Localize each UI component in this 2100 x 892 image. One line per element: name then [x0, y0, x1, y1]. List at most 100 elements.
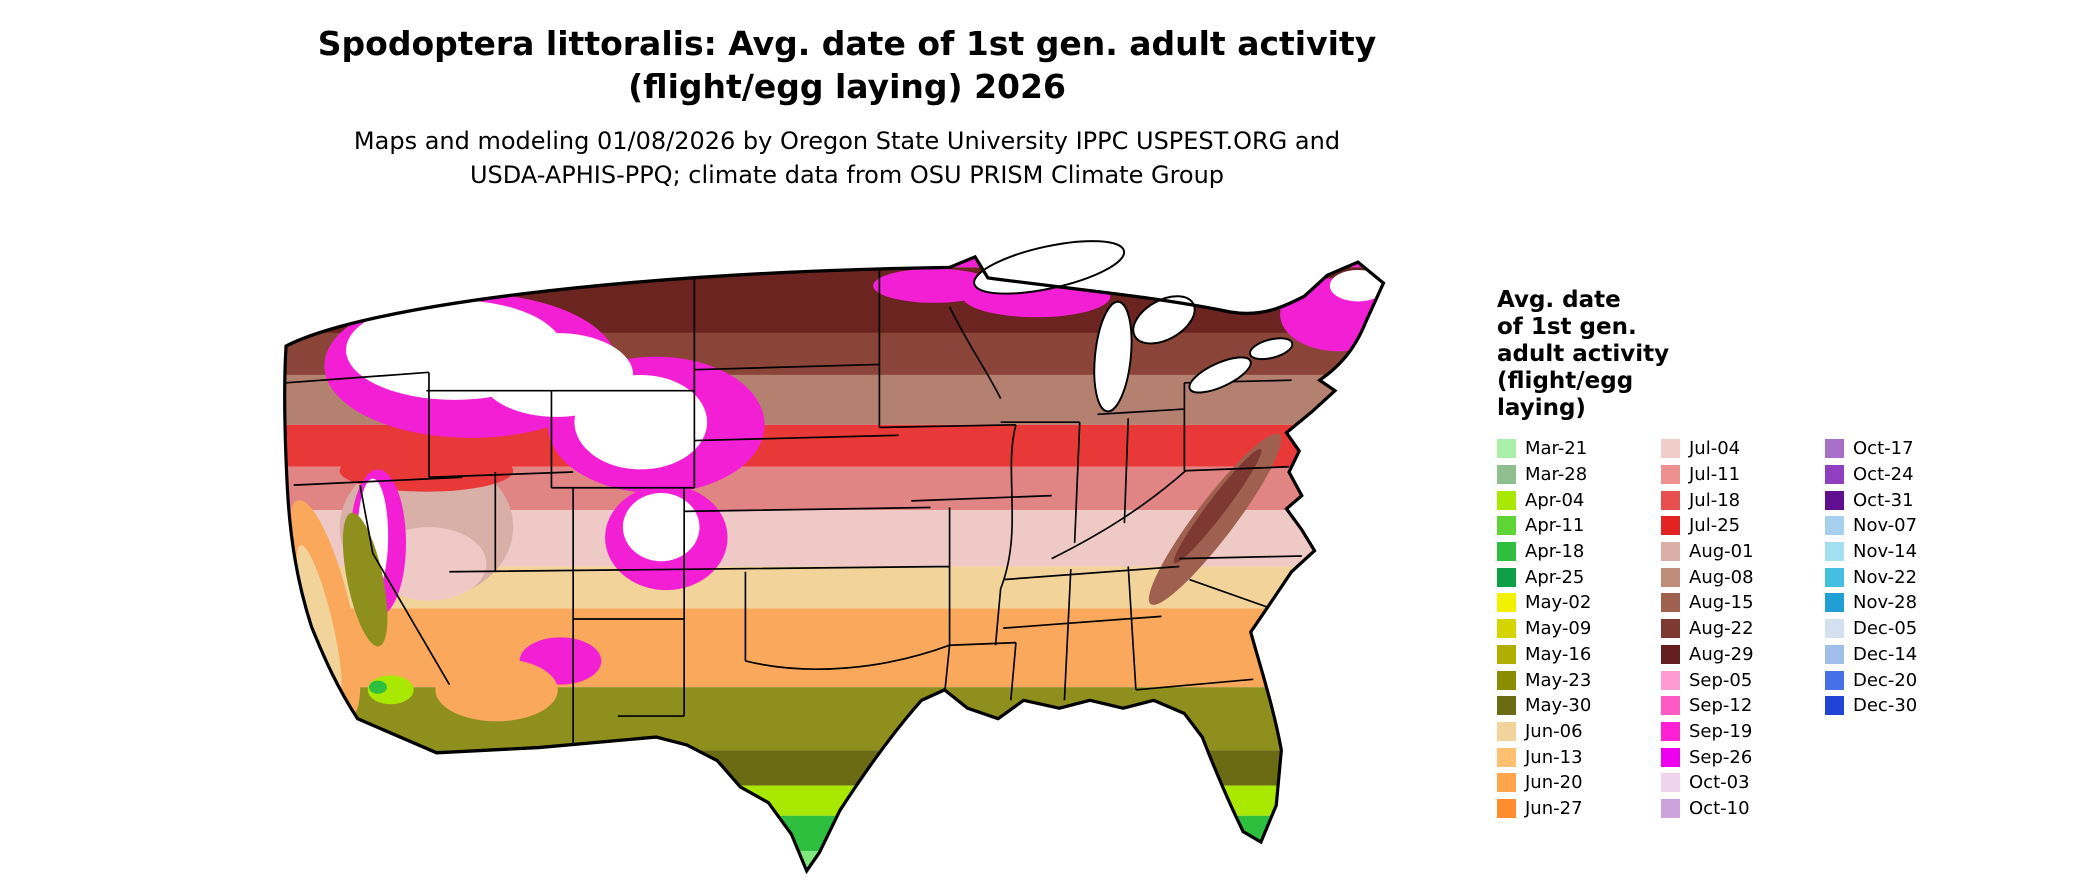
us-map	[235, 228, 1460, 884]
legend-item: Oct-10	[1661, 796, 1825, 822]
legend-item: Dec-05	[1825, 616, 1989, 642]
legend-item: Apr-18	[1497, 539, 1661, 565]
legend-date-label: Apr-18	[1525, 541, 1585, 563]
legend-title-line: Avg. date	[1497, 287, 1621, 313]
legend-date-label: Jun-27	[1525, 797, 1583, 819]
legend-item: Nov-22	[1825, 564, 1989, 590]
legend-title-line: adult activity	[1497, 341, 1670, 367]
legend-swatch	[1497, 644, 1516, 664]
legend-date-label: Jul-25	[1689, 515, 1741, 537]
legend-date-label: Aug-22	[1689, 618, 1754, 640]
legend-swatch	[1497, 465, 1516, 485]
legend-swatch	[1825, 593, 1844, 613]
legend-item: May-09	[1497, 616, 1661, 642]
legend-date-label: Nov-14	[1853, 541, 1918, 563]
patch-white-wyoming	[574, 374, 708, 470]
legend-date-label: Mar-28	[1525, 464, 1588, 486]
legend-item: Nov-14	[1825, 539, 1989, 565]
legend-item: Sep-05	[1661, 667, 1825, 693]
map-subtitle: Maps and modeling 01/08/2026 by Oregon S…	[0, 124, 1694, 192]
legend-swatch	[1497, 567, 1516, 587]
legend-date-label: May-02	[1525, 592, 1592, 614]
legend-date-label: Sep-19	[1689, 720, 1753, 742]
legend-swatch	[1661, 567, 1680, 587]
legend-date-label: Nov-22	[1853, 566, 1918, 588]
legend-date-label: Jun-20	[1525, 772, 1583, 794]
us-map-svg	[283, 240, 1386, 875]
legend-item: Oct-17	[1825, 436, 1989, 462]
legend-swatch	[1825, 670, 1844, 690]
legend-date-label: Oct-31	[1853, 489, 1914, 511]
legend-swatch	[1497, 490, 1516, 510]
legend-date-label: Apr-25	[1525, 566, 1585, 588]
legend-date-label: Mar-21	[1525, 438, 1588, 460]
patch-central-valley-olive	[342, 512, 388, 647]
legend-swatch	[1825, 490, 1844, 510]
legend-date-label: Nov-28	[1853, 592, 1918, 614]
legend-swatch	[1497, 542, 1516, 562]
legend-swatch	[1825, 644, 1844, 664]
legend-swatch	[1661, 516, 1680, 536]
legend-item: Jun-06	[1497, 719, 1661, 745]
band-sep-magenta	[284, 256, 1384, 268]
legend-swatch	[1825, 567, 1844, 587]
legend-swatch	[1661, 798, 1680, 818]
legend-date-label: May-16	[1525, 643, 1592, 665]
legend-item: Aug-08	[1661, 564, 1825, 590]
legend-swatch	[1825, 439, 1844, 459]
legend: Avg. date of 1st gen. adult activity (fligh…	[1497, 287, 2057, 821]
lake-ontario	[1249, 337, 1294, 361]
legend-item: May-02	[1497, 590, 1661, 616]
legend-item: Nov-28	[1825, 590, 1989, 616]
legend-item: Jun-13	[1497, 744, 1661, 770]
legend-item: Sep-19	[1661, 719, 1825, 745]
legend-date-label: Nov-07	[1853, 515, 1918, 537]
legend-swatch	[1825, 542, 1844, 562]
map-fill-layer	[284, 256, 1384, 871]
legend-date-label: Jul-11	[1689, 464, 1741, 486]
legend-item: Sep-26	[1661, 744, 1825, 770]
legend-date-label: Dec-30	[1853, 695, 1918, 717]
legend-date-label: Oct-03	[1689, 772, 1750, 794]
legend-item: Dec-20	[1825, 667, 1989, 693]
legend-swatch	[1497, 696, 1516, 716]
legend-swatch	[1661, 721, 1680, 741]
legend-date-label: Dec-05	[1853, 618, 1918, 640]
legend-swatch	[1661, 773, 1680, 793]
legend-item: Oct-03	[1661, 770, 1825, 796]
legend-date-label: Oct-10	[1689, 797, 1750, 819]
legend-item: Aug-01	[1661, 539, 1825, 565]
legend-date-label: Dec-20	[1853, 669, 1918, 691]
legend-column: Mar-21 Mar-28 Apr-04 Apr-11 Apr-18 Apr-25 May-…	[1497, 436, 1661, 821]
legend-date-label: Aug-29	[1689, 643, 1754, 665]
legend-item: Jul-11	[1661, 462, 1825, 488]
legend-date-label: Sep-05	[1689, 669, 1753, 691]
patch-white-colorado	[622, 493, 700, 562]
legend-item: Aug-29	[1661, 642, 1825, 668]
legend-date-label: May-09	[1525, 618, 1592, 640]
legend-swatch	[1497, 439, 1516, 459]
legend-date-label: Jul-04	[1689, 438, 1741, 460]
legend-item: Mar-21	[1497, 436, 1661, 462]
legend-date-label: Dec-14	[1853, 643, 1918, 665]
patch-white-maine	[1329, 269, 1384, 302]
legend-title-line: of 1st gen.	[1497, 314, 1637, 340]
legend-swatch	[1661, 696, 1680, 716]
lake-michigan	[1093, 300, 1133, 413]
band-apr18	[284, 815, 1384, 852]
header: Spodoptera littoralis: Avg. date of 1st …	[0, 22, 1694, 192]
legend-swatch	[1661, 593, 1680, 613]
us-outline	[283, 254, 1386, 875]
map-title-line-1: Spodoptera littoralis: Avg. date of 1st …	[317, 24, 1377, 63]
map-subtitle-line-2: USDA-APHIS-PPQ; climate data from OSU PR…	[469, 161, 1225, 189]
lake-erie	[1188, 356, 1252, 394]
legend-item: Jul-04	[1661, 436, 1825, 462]
legend-swatch	[1497, 516, 1516, 536]
legend-swatch	[1497, 670, 1516, 690]
legend-title-line: (flight/egg	[1497, 368, 1634, 394]
legend-date-label: May-23	[1525, 669, 1592, 691]
legend-item: Nov-07	[1825, 513, 1989, 539]
legend-date-label: Sep-26	[1689, 746, 1753, 768]
legend-item: Oct-24	[1825, 462, 1989, 488]
